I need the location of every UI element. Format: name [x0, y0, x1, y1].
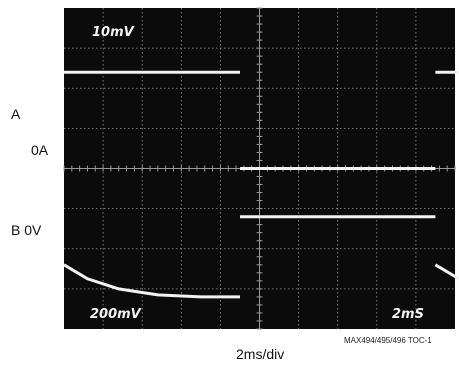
- channel-a-label: A: [11, 106, 21, 122]
- channel-b-zero-label: B 0V: [11, 222, 42, 238]
- trace-b: [63, 215, 459, 299]
- ch1-scale-label: 10mV: [92, 25, 135, 40]
- figure-id-label: MAX494/495/496 TOC-1: [344, 336, 432, 345]
- trace-a: [64, 70, 459, 170]
- channel-a-zero-label: 0A: [31, 142, 49, 158]
- traces: [63, 70, 459, 299]
- ch2-scale-label: 200mV: [90, 307, 142, 322]
- x-axis-label: 2ms/div: [236, 346, 285, 362]
- timebase-label: 2mS: [392, 307, 424, 322]
